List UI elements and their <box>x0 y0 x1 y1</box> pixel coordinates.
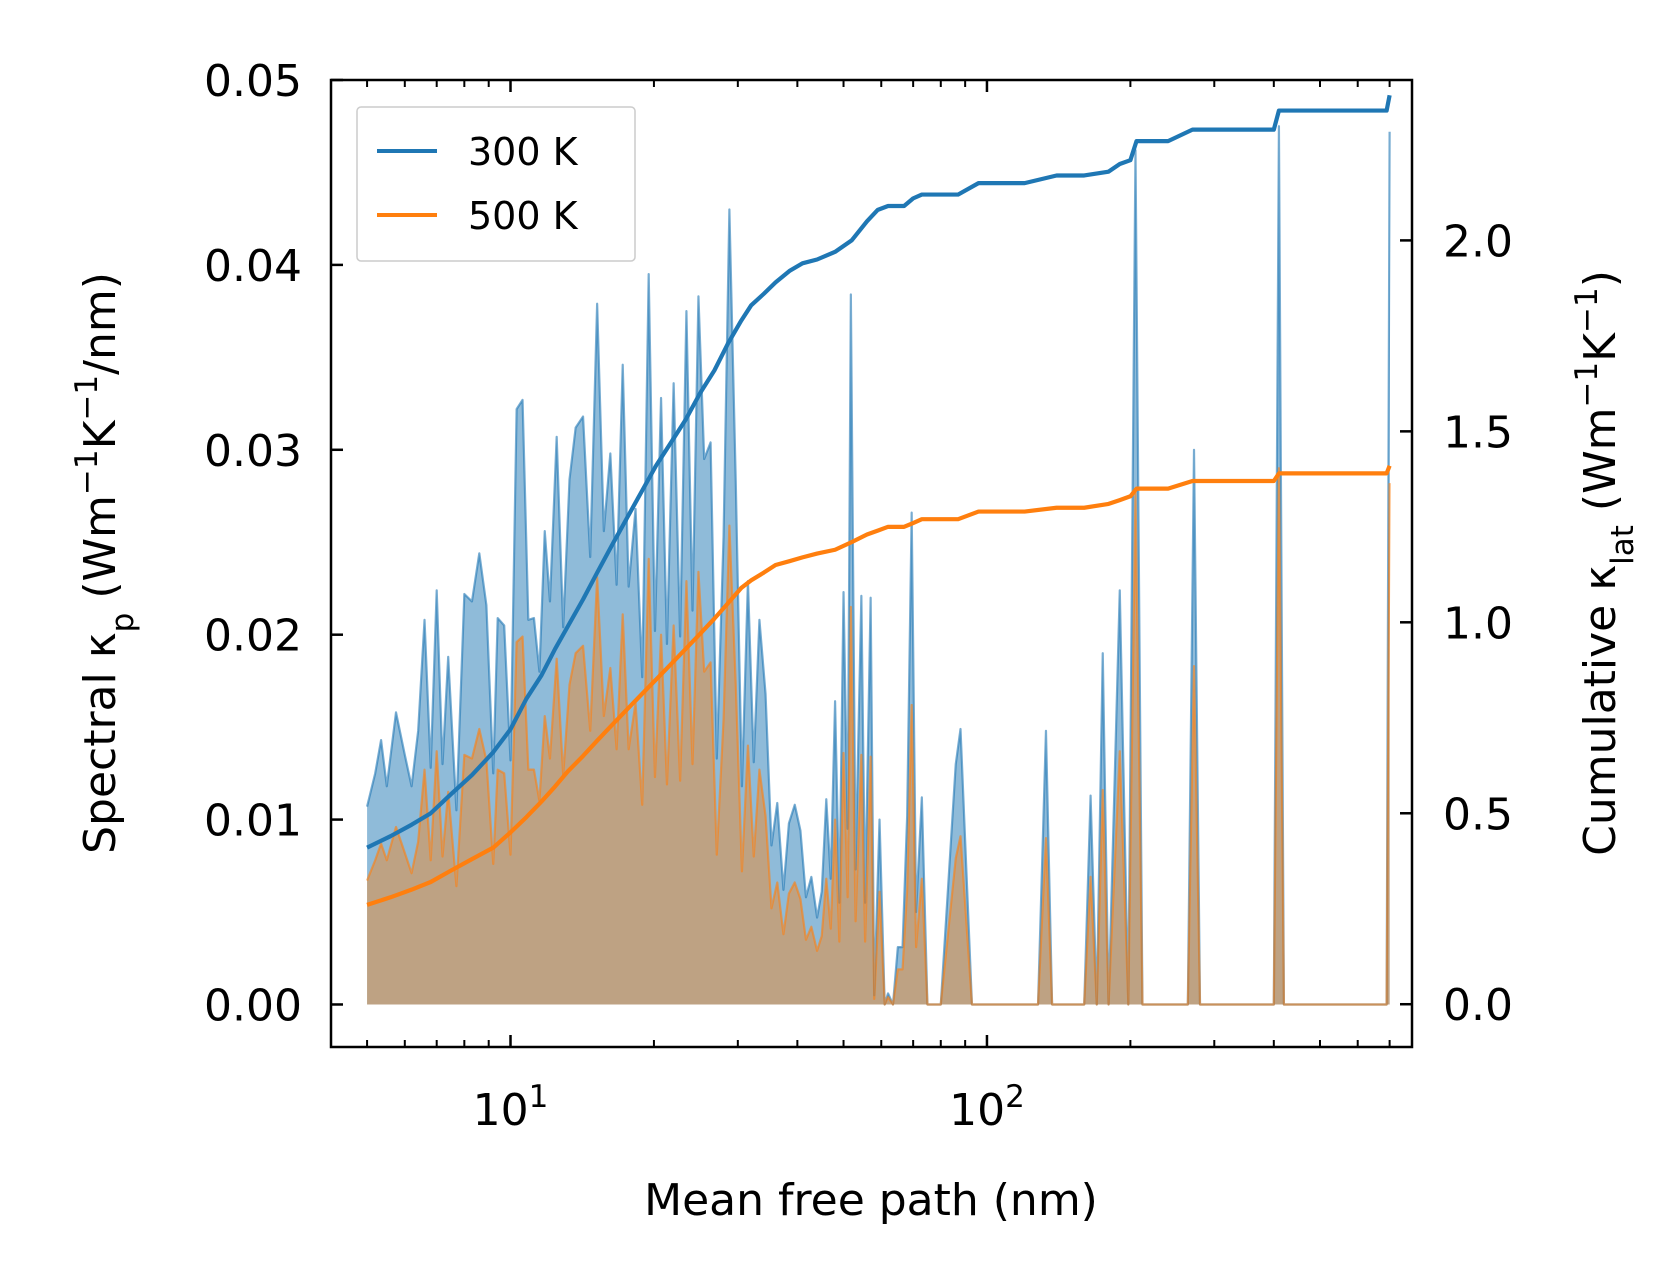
left-tick-label: 0.04 <box>204 241 302 292</box>
right-axis-label: Cumulative κlat (Wm−1K−1) <box>1569 270 1641 856</box>
right-axis-ticks: 0.0 0.5 1.0 1.5 2.0 <box>1400 216 1513 1031</box>
cumulative-lines <box>366 94 1392 907</box>
left-tick-label: 0.03 <box>204 426 302 477</box>
plot-frame <box>329 78 1414 1049</box>
left-axis-label: Spectral κp (Wm−1K−1/nm) <box>69 272 141 854</box>
legend-label-300k: 300 K <box>468 130 579 174</box>
x-tick-label: 101 <box>473 1079 549 1136</box>
right-tick-label: 2.0 <box>1443 216 1513 267</box>
left-tick-label: 0.01 <box>204 796 302 847</box>
legend-label-500k: 500 K <box>468 194 579 238</box>
legend: 300 K 500 K <box>356 106 636 262</box>
spectral-line-500k <box>366 467 1391 1006</box>
left-axis-ticks: 0.00 0.01 0.02 0.03 0.04 0.05 <box>204 56 343 1031</box>
right-tick-label: 0.0 <box>1443 980 1513 1031</box>
right-tick-label: 0.5 <box>1443 789 1513 840</box>
x-tick-label: 102 <box>949 1079 1025 1136</box>
x-axis-ticks: 101 102 <box>366 80 1391 1136</box>
cumulative-line-500k <box>366 464 1392 907</box>
right-tick-label: 1.5 <box>1443 407 1513 458</box>
cumulative-line-300k <box>366 94 1392 850</box>
x-axis-label: Mean free path (nm) <box>644 1175 1098 1226</box>
right-tick-label: 1.0 <box>1443 598 1513 649</box>
spectral-lines <box>366 125 1391 1006</box>
legend-frame <box>356 106 636 262</box>
left-tick-label: 0.00 <box>204 980 302 1031</box>
left-tick-label: 0.02 <box>204 611 302 662</box>
left-tick-label: 0.05 <box>204 56 302 107</box>
